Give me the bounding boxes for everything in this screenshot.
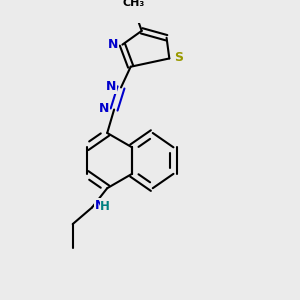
Text: N: N [108,38,119,51]
Text: N: N [106,80,116,93]
Text: N: N [99,103,110,116]
Text: CH₃: CH₃ [122,0,145,8]
Text: S: S [174,51,183,64]
Text: H: H [100,200,110,213]
Text: N: N [95,199,105,212]
